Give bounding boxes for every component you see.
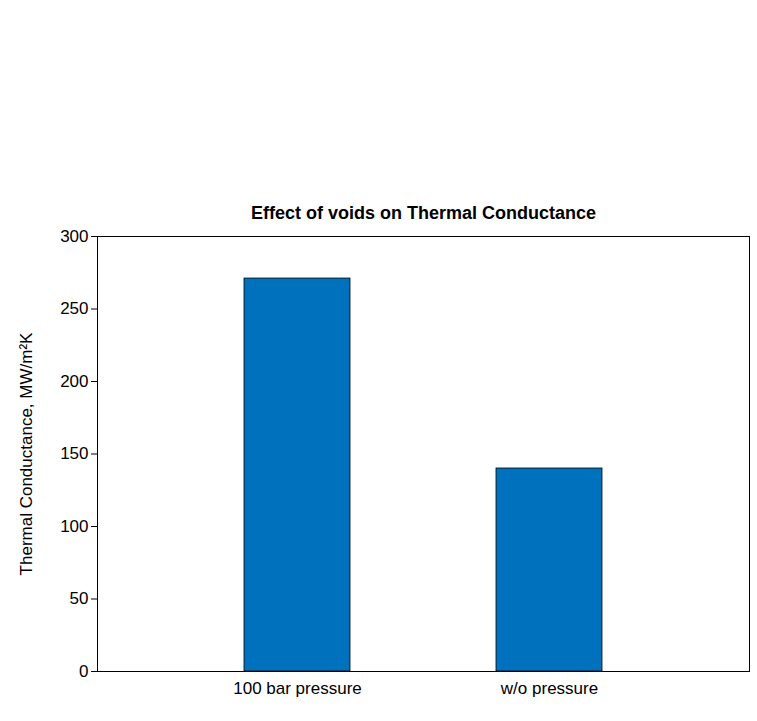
svg-text:100: 100 <box>60 517 88 536</box>
svg-text:200: 200 <box>60 372 88 391</box>
html-text:Effect of voids on Thermal Con: Effect of voids on Thermal Conductance <box>251 203 596 223</box>
svg-text:250: 250 <box>60 299 88 318</box>
svg-text:100 bar pressure: 100 bar pressure <box>233 679 362 698</box>
svg-text:150: 150 <box>60 444 88 463</box>
svg-text:50: 50 <box>70 589 89 608</box>
svg-text:Thermal Conductance, MW/m²K: Thermal Conductance, MW/m²K <box>17 332 36 575</box>
svg-text:w/o pressure: w/o pressure <box>500 679 598 698</box>
svg-text:0: 0 <box>79 662 88 681</box>
svg-text:300: 300 <box>60 228 88 246</box>
